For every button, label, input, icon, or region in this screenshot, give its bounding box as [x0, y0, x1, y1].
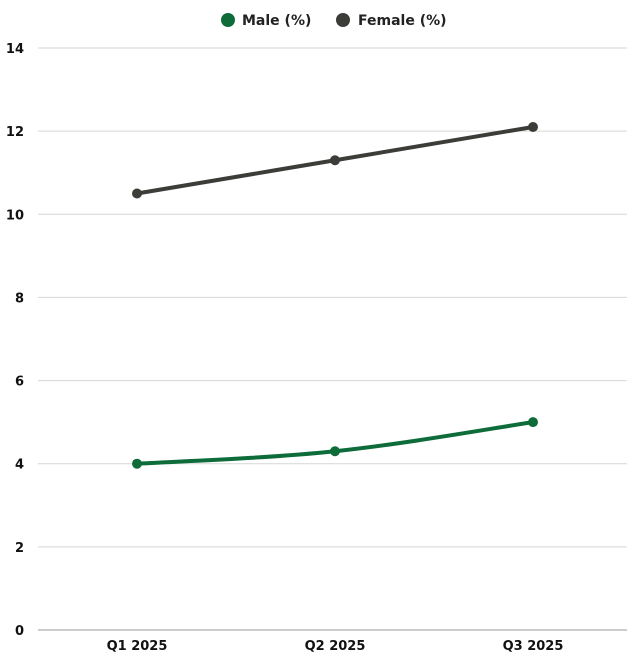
x-axis: Q1 2025 Q2 2025 Q3 2025 [107, 639, 564, 652]
data-point-male[interactable] [132, 458, 142, 469]
y-tick-label: 4 [15, 458, 24, 473]
y-tick-label: 8 [15, 291, 24, 306]
data-point-male[interactable] [528, 417, 538, 428]
data-point-female[interactable] [330, 155, 340, 166]
data-point-female[interactable] [528, 121, 538, 132]
y-tick-label: 6 [15, 375, 24, 390]
series-layer [132, 121, 538, 469]
series-line-male [135, 420, 535, 466]
x-tick-label: Q3 2025 [503, 639, 564, 652]
legend-label-female[interactable]: Female (%) [358, 13, 447, 29]
y-tick-label: 0 [15, 624, 24, 639]
gridlines [38, 47, 627, 631]
data-point-female[interactable] [132, 188, 142, 199]
legend-label-male[interactable]: Male (%) [242, 13, 311, 29]
legend: Male (%) Female (%) [221, 13, 447, 29]
x-tick-label: Q2 2025 [305, 639, 366, 652]
y-tick-label: 2 [15, 541, 24, 556]
y-axis: 0 2 4 6 8 10 12 14 [6, 42, 24, 639]
y-tick-label: 10 [6, 208, 24, 223]
legend-marker-male [221, 13, 235, 27]
y-tick-label: 12 [6, 125, 24, 140]
y-tick-label: 14 [6, 42, 24, 57]
legend-marker-female [336, 13, 350, 27]
data-point-male[interactable] [330, 446, 340, 457]
x-tick-label: Q1 2025 [107, 639, 168, 652]
